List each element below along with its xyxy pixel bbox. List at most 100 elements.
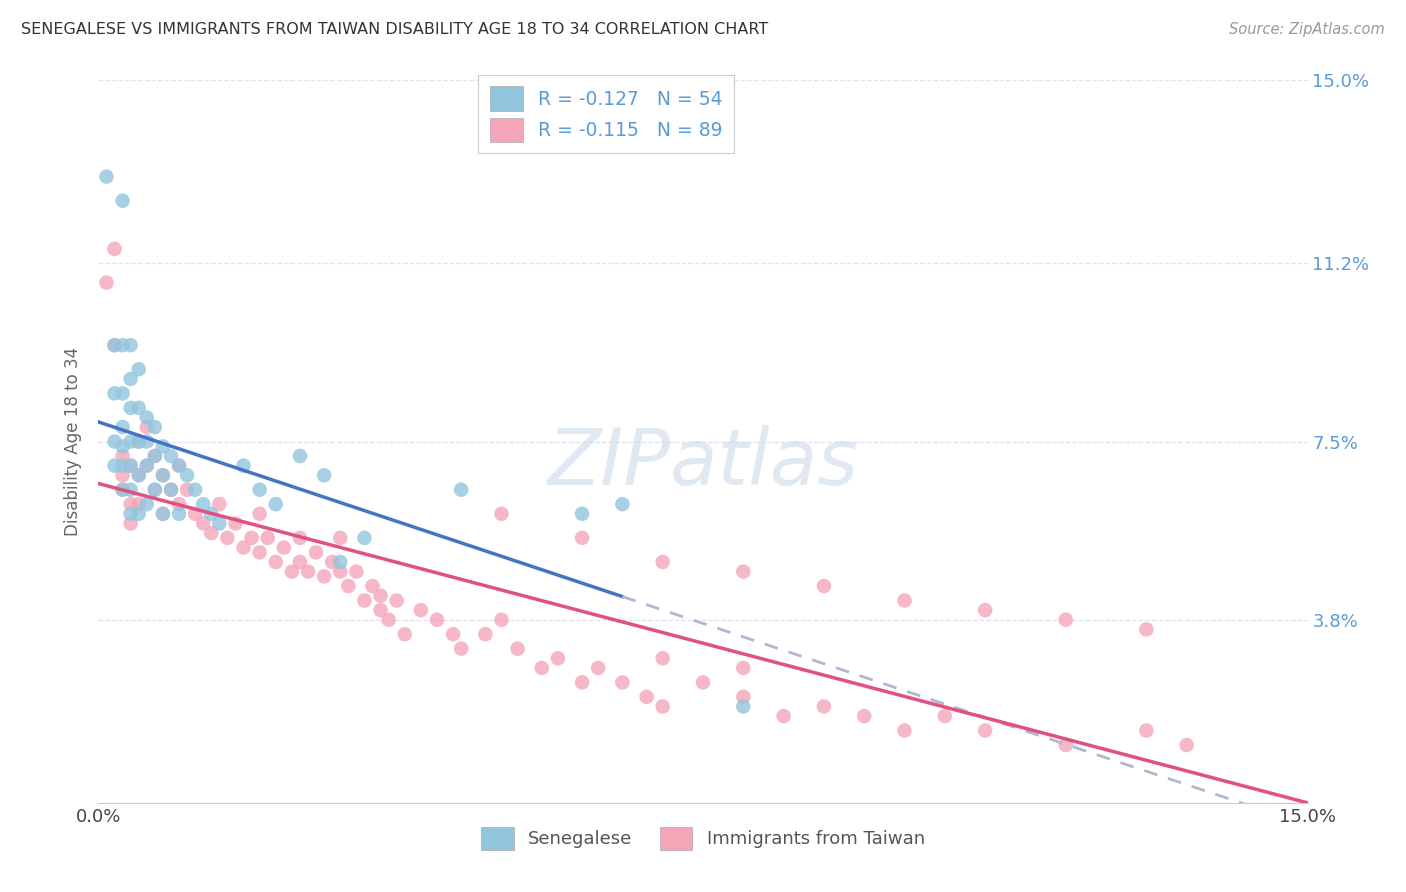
Point xyxy=(450,641,472,656)
Point xyxy=(692,675,714,690)
Point xyxy=(571,507,593,521)
Point xyxy=(143,449,166,463)
Point xyxy=(120,458,142,473)
Point xyxy=(314,569,336,583)
Point xyxy=(1175,738,1198,752)
Legend: Senegalese, Immigrants from Taiwan: Senegalese, Immigrants from Taiwan xyxy=(472,818,934,859)
Point xyxy=(160,449,183,463)
Point xyxy=(893,723,915,738)
Point xyxy=(612,497,634,511)
Point xyxy=(385,593,408,607)
Point xyxy=(208,516,231,531)
Point xyxy=(176,483,198,497)
Point xyxy=(321,555,343,569)
Point xyxy=(249,507,271,521)
Point xyxy=(377,613,399,627)
Point xyxy=(571,675,593,690)
Point xyxy=(361,579,384,593)
Point xyxy=(111,420,134,434)
Point xyxy=(853,709,876,723)
Point xyxy=(314,468,336,483)
Point xyxy=(288,531,311,545)
Point xyxy=(143,483,166,497)
Point xyxy=(651,555,673,569)
Point xyxy=(193,516,215,531)
Point xyxy=(305,545,328,559)
Point xyxy=(103,338,125,352)
Point xyxy=(120,372,142,386)
Point xyxy=(394,627,416,641)
Point xyxy=(208,497,231,511)
Point xyxy=(733,699,755,714)
Point xyxy=(893,593,915,607)
Point xyxy=(547,651,569,665)
Point xyxy=(111,483,134,497)
Point xyxy=(135,497,157,511)
Text: Source: ZipAtlas.com: Source: ZipAtlas.com xyxy=(1229,22,1385,37)
Point xyxy=(450,483,472,497)
Point xyxy=(1135,623,1157,637)
Point xyxy=(120,507,142,521)
Point xyxy=(143,449,166,463)
Text: ZIPatlas: ZIPatlas xyxy=(547,425,859,501)
Point xyxy=(934,709,956,723)
Point xyxy=(256,531,278,545)
Point xyxy=(426,613,449,627)
Point xyxy=(329,555,352,569)
Point xyxy=(128,497,150,511)
Point xyxy=(120,338,142,352)
Point xyxy=(135,458,157,473)
Point xyxy=(586,661,609,675)
Point xyxy=(152,439,174,453)
Point xyxy=(273,541,295,555)
Point xyxy=(135,434,157,449)
Point xyxy=(281,565,304,579)
Point xyxy=(297,565,319,579)
Point xyxy=(224,516,246,531)
Point xyxy=(264,497,287,511)
Point xyxy=(506,641,529,656)
Point xyxy=(232,541,254,555)
Point xyxy=(651,699,673,714)
Point xyxy=(111,439,134,453)
Point xyxy=(128,434,150,449)
Point xyxy=(1054,738,1077,752)
Point xyxy=(651,651,673,665)
Point xyxy=(128,434,150,449)
Point xyxy=(167,497,190,511)
Point xyxy=(288,555,311,569)
Point xyxy=(491,613,513,627)
Point xyxy=(128,401,150,415)
Point xyxy=(772,709,794,723)
Point xyxy=(152,468,174,483)
Point xyxy=(111,338,134,352)
Point xyxy=(128,362,150,376)
Point xyxy=(96,169,118,184)
Point xyxy=(474,627,496,641)
Point xyxy=(152,468,174,483)
Point xyxy=(96,276,118,290)
Point xyxy=(103,338,125,352)
Point xyxy=(733,565,755,579)
Point xyxy=(128,468,150,483)
Point xyxy=(491,507,513,521)
Point xyxy=(353,531,375,545)
Point xyxy=(120,497,142,511)
Point xyxy=(111,468,134,483)
Point xyxy=(167,458,190,473)
Y-axis label: Disability Age 18 to 34: Disability Age 18 to 34 xyxy=(65,347,83,536)
Point xyxy=(135,420,157,434)
Point xyxy=(733,690,755,704)
Point xyxy=(200,507,222,521)
Point xyxy=(111,386,134,401)
Point xyxy=(337,579,360,593)
Point xyxy=(232,458,254,473)
Point xyxy=(143,483,166,497)
Point xyxy=(612,675,634,690)
Point xyxy=(103,458,125,473)
Point xyxy=(329,531,352,545)
Point xyxy=(176,468,198,483)
Point xyxy=(288,449,311,463)
Point xyxy=(167,507,190,521)
Point xyxy=(111,483,134,497)
